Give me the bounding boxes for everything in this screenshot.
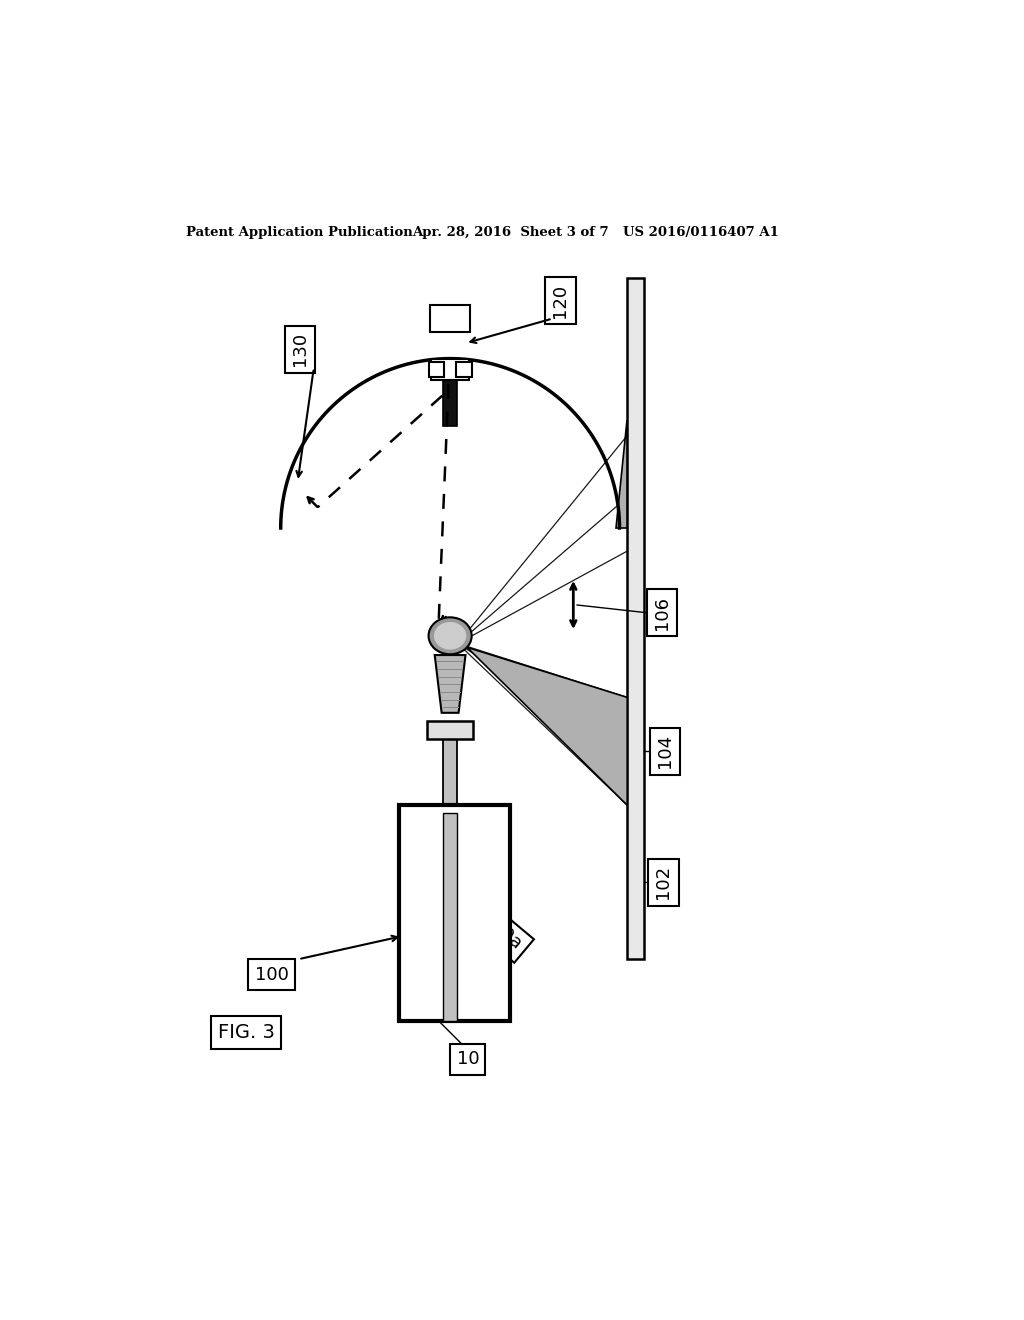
Bar xyxy=(431,359,469,380)
Text: Apr. 28, 2016  Sheet 3 of 7: Apr. 28, 2016 Sheet 3 of 7 xyxy=(412,226,608,239)
Text: 120: 120 xyxy=(551,284,569,318)
Bar xyxy=(443,813,457,1020)
Bar xyxy=(628,277,644,960)
Bar xyxy=(457,362,472,378)
Bar xyxy=(443,739,457,813)
Ellipse shape xyxy=(429,618,472,655)
Text: 130: 130 xyxy=(291,333,309,367)
Bar xyxy=(427,721,473,739)
Text: 104: 104 xyxy=(656,734,674,768)
Text: Patent Application Publication: Patent Application Publication xyxy=(186,226,413,239)
Text: FIG. 3: FIG. 3 xyxy=(218,1023,274,1041)
Bar xyxy=(430,305,470,331)
Bar xyxy=(404,813,504,1014)
Text: US 2016/0116407 A1: US 2016/0116407 A1 xyxy=(624,226,779,239)
Polygon shape xyxy=(435,655,466,713)
Ellipse shape xyxy=(434,622,466,649)
Text: 10: 10 xyxy=(457,1051,479,1068)
Polygon shape xyxy=(467,647,628,805)
Text: 102: 102 xyxy=(654,865,673,899)
Polygon shape xyxy=(615,420,628,528)
Bar xyxy=(429,362,444,378)
Text: 100: 100 xyxy=(255,966,289,983)
Text: 10a: 10a xyxy=(487,919,525,954)
Bar xyxy=(398,805,510,1020)
Text: 106: 106 xyxy=(653,595,671,630)
Bar xyxy=(443,380,457,426)
